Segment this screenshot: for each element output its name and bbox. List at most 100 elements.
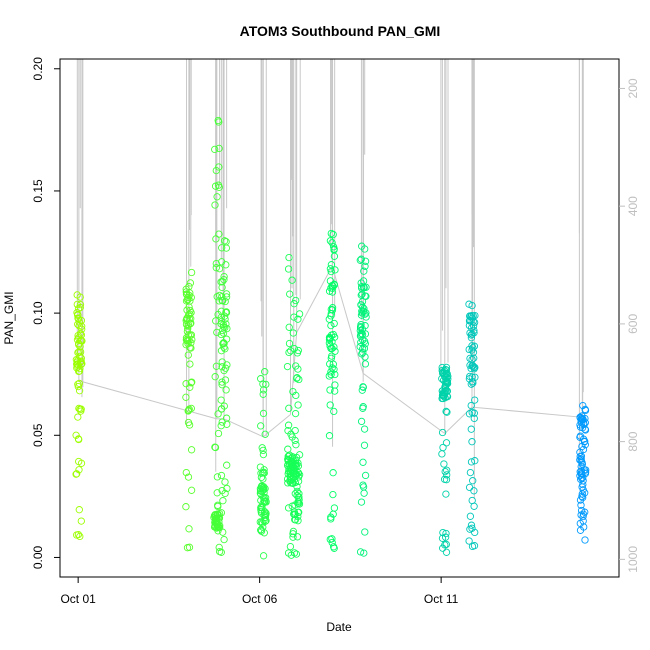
- data-point: [285, 467, 293, 476]
- y-tick-label: 0.00: [31, 545, 45, 569]
- data-point: [221, 323, 229, 332]
- data-point: [331, 370, 339, 379]
- data-point: [294, 346, 302, 355]
- data-point: [329, 543, 338, 551]
- data-point: [329, 230, 337, 239]
- data-point: [219, 497, 227, 505]
- data-point: [292, 462, 301, 470]
- data-point: [470, 487, 478, 495]
- data-point: [213, 473, 222, 481]
- data-point: [218, 418, 226, 426]
- data-point: [578, 442, 586, 451]
- data-point: [438, 363, 446, 372]
- data-point: [185, 405, 193, 413]
- data-point: [262, 380, 270, 389]
- data-point: [441, 394, 449, 402]
- data-point: [217, 509, 226, 517]
- data-point: [187, 486, 196, 494]
- data-point: [219, 329, 228, 337]
- data-point: [578, 483, 586, 491]
- data-point: [328, 344, 336, 353]
- data-point: [443, 378, 452, 386]
- data-point: [295, 471, 304, 479]
- data-point: [362, 292, 370, 300]
- data-point: [467, 425, 475, 433]
- data-point: [218, 278, 227, 286]
- data-point: [182, 288, 190, 296]
- data-point: [439, 443, 447, 452]
- data-point: [470, 318, 479, 327]
- data-point: [73, 336, 82, 344]
- data-point: [261, 494, 270, 502]
- data-point: [438, 428, 447, 437]
- x-axis-label: Date: [326, 620, 352, 634]
- altitude-connector: [289, 332, 298, 415]
- data-point: [222, 293, 231, 301]
- data-point: [259, 390, 267, 398]
- data-point: [290, 549, 299, 557]
- data-point: [579, 435, 588, 443]
- data-point: [217, 471, 226, 480]
- data-point: [293, 482, 301, 491]
- data-point: [74, 380, 82, 388]
- data-point: [470, 409, 478, 417]
- x-tick-label: Oct 11: [424, 592, 459, 606]
- data-point: [466, 512, 475, 520]
- data-point: [218, 363, 226, 371]
- data-point: [468, 524, 476, 532]
- data-point: [75, 318, 83, 326]
- data-point: [257, 503, 265, 511]
- data-point: [470, 342, 479, 350]
- data-point: [442, 476, 451, 484]
- data-point: [187, 293, 195, 302]
- data-point: [285, 253, 293, 262]
- data-point: [212, 166, 220, 175]
- data-point: [284, 549, 293, 557]
- data-point: [215, 144, 223, 153]
- data-point: [466, 468, 475, 477]
- data-point: [259, 552, 268, 560]
- data-point: [471, 457, 479, 465]
- right-axis: 200 400 600 800 1000: [619, 78, 640, 573]
- data-point: [75, 435, 83, 444]
- data-point: [219, 297, 227, 305]
- data-point: [328, 239, 336, 247]
- data-point: [578, 490, 586, 498]
- data-point: [293, 492, 301, 500]
- data-point: [284, 504, 293, 512]
- data-point: [284, 421, 293, 429]
- data-point: [75, 341, 83, 349]
- data-point: [295, 375, 303, 384]
- data-point: [577, 501, 585, 509]
- y-axis-label: PAN_GMI: [2, 291, 16, 344]
- data-point: [211, 201, 219, 209]
- x-tick-label: Oct 06: [242, 592, 278, 606]
- data-point: [212, 264, 220, 272]
- data-point: [465, 321, 474, 330]
- data-point: [357, 279, 365, 287]
- data-point: [328, 306, 337, 314]
- data-point: [73, 360, 81, 368]
- data-point: [217, 422, 225, 430]
- data-point: [284, 445, 292, 453]
- y-tick-label: 0.05: [31, 423, 45, 447]
- data-point: [469, 477, 477, 485]
- data-point: [328, 364, 336, 372]
- data-point: [214, 410, 222, 418]
- data-point: [182, 393, 190, 401]
- data-point: [359, 303, 367, 311]
- data-point: [184, 311, 193, 319]
- y-axis: 0.00 0.05 0.10 0.15 0.20: [31, 57, 60, 569]
- data-point: [358, 309, 366, 317]
- data-point: [77, 459, 86, 467]
- data-point: [357, 301, 365, 309]
- data-point: [292, 550, 301, 558]
- data-point: [262, 509, 270, 518]
- data-point: [325, 315, 333, 323]
- data-point: [331, 266, 339, 274]
- data-point: [218, 486, 226, 495]
- data-point: [220, 535, 228, 544]
- altitude-connector: [296, 265, 333, 333]
- data-point: [187, 446, 196, 454]
- data-point: [182, 320, 191, 329]
